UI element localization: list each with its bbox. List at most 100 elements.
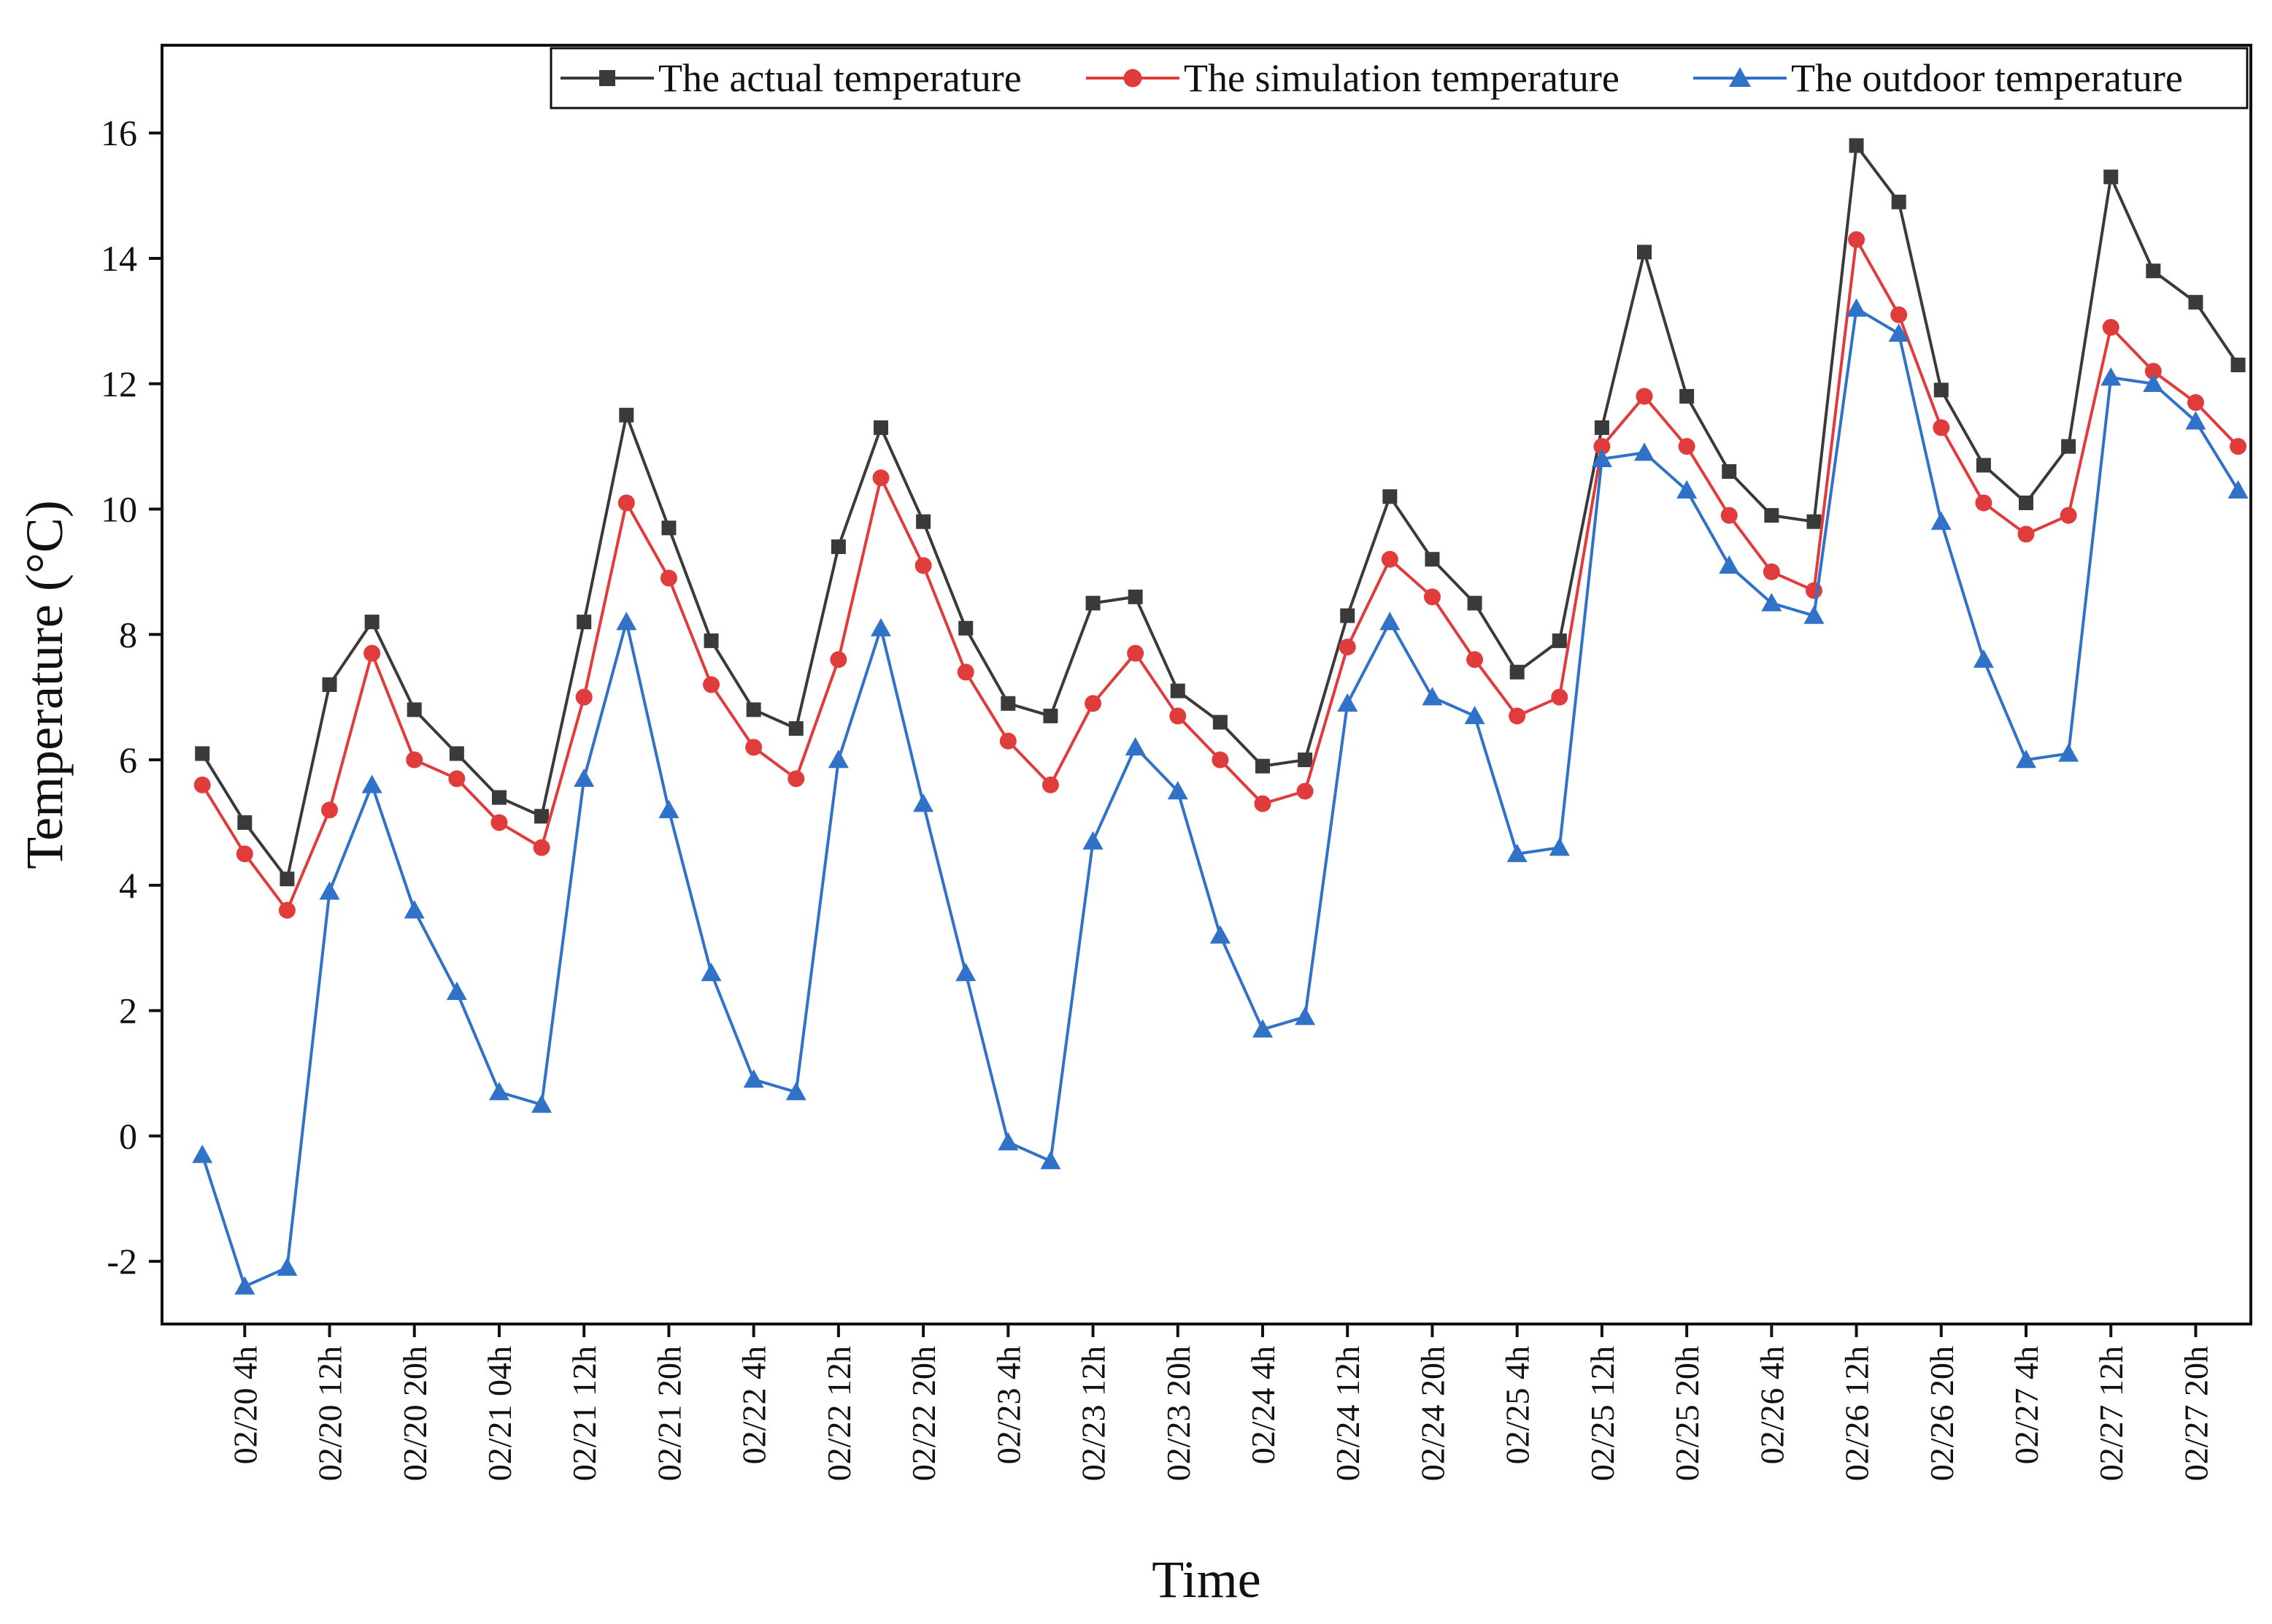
data-point-square xyxy=(1637,245,1652,260)
data-point-circle xyxy=(1339,638,1356,655)
x-tick-label: 02/23 4h xyxy=(990,1346,1027,1464)
data-point-square xyxy=(1425,552,1440,567)
data-point-square xyxy=(1933,382,1949,398)
x-tick-label: 02/27 4h xyxy=(2008,1346,2045,1464)
data-point-circle xyxy=(406,751,423,769)
data-point-circle xyxy=(2187,394,2204,412)
data-point-square xyxy=(746,702,761,717)
data-point-square xyxy=(1340,608,1355,623)
data-point-triangle xyxy=(1040,1150,1061,1169)
data-point-triangle xyxy=(913,793,934,812)
data-point-circle xyxy=(1636,388,1653,405)
data-point-circle xyxy=(2144,363,2162,380)
data-point-square xyxy=(1509,664,1525,680)
data-point-square xyxy=(407,702,422,717)
data-point-square xyxy=(577,615,592,630)
data-point-triangle xyxy=(1422,687,1443,706)
data-point-circle xyxy=(1933,419,1950,436)
data-point-circle xyxy=(1805,582,1822,599)
data-point-circle xyxy=(1123,69,1142,88)
x-tick-label: 02/20 12h xyxy=(312,1346,349,1481)
data-point-circle xyxy=(2017,526,2035,543)
x-tick-label: 02/20 20h xyxy=(396,1346,434,1481)
data-point-square xyxy=(1552,633,1567,648)
y-tick-label: 8 xyxy=(119,614,137,655)
data-point-triangle xyxy=(998,1131,1019,1151)
x-axis-title: Time xyxy=(1152,1550,1260,1609)
data-point-square xyxy=(1467,596,1482,611)
data-point-triangle xyxy=(2227,480,2249,499)
data-point-square xyxy=(2019,495,2034,510)
x-tick-label: 02/21 04h xyxy=(481,1346,518,1481)
x-tick-label: 02/26 12h xyxy=(1838,1346,1876,1481)
data-point-square xyxy=(280,871,295,887)
data-point-triangle xyxy=(1209,925,1231,944)
data-point-triangle xyxy=(1803,605,1825,624)
data-point-circle xyxy=(2102,318,2119,336)
data-point-square xyxy=(958,620,974,636)
data-point-circle xyxy=(193,776,211,793)
data-point-circle xyxy=(745,739,763,756)
series-layer xyxy=(192,138,2249,1295)
data-point-triangle xyxy=(1295,1007,1316,1025)
data-point-triangle xyxy=(701,963,722,982)
data-point-triangle xyxy=(1549,837,1570,856)
x-tick-label: 02/22 20h xyxy=(905,1346,942,1481)
x-tick-label: 02/23 12h xyxy=(1075,1346,1112,1481)
data-point-square xyxy=(1722,464,1737,479)
data-point-square xyxy=(1679,388,1695,404)
data-point-triangle xyxy=(1082,831,1104,850)
data-point-triangle xyxy=(1252,1019,1273,1038)
data-point-triangle xyxy=(1464,705,1485,725)
data-point-square xyxy=(449,746,464,761)
data-point-triangle xyxy=(446,981,467,1001)
data-point-circle xyxy=(1593,438,1611,455)
x-tick-label: 02/25 12h xyxy=(1584,1346,1621,1481)
data-point-triangle xyxy=(743,1069,764,1088)
data-point-square xyxy=(831,539,846,555)
data-point-triangle xyxy=(785,1082,806,1101)
data-point-square xyxy=(1764,508,1779,523)
series-group xyxy=(192,298,2249,1295)
data-point-triangle xyxy=(1167,781,1188,800)
data-point-triangle xyxy=(1125,736,1146,756)
data-point-circle xyxy=(1254,795,1271,812)
series-group xyxy=(193,231,2247,919)
data-point-square xyxy=(2103,169,2119,185)
data-point-circle xyxy=(1848,231,1865,248)
x-tick-label: 02/21 20h xyxy=(650,1346,688,1481)
y-tick-label: 6 xyxy=(119,739,137,780)
data-point-circle xyxy=(703,676,720,693)
data-point-circle xyxy=(575,688,593,706)
data-point-triangle xyxy=(531,1094,552,1113)
data-point-triangle xyxy=(1973,649,1994,668)
data-point-triangle xyxy=(488,1082,509,1101)
data-point-square xyxy=(534,809,550,824)
data-point-circle xyxy=(914,557,932,574)
data-point-square xyxy=(704,633,719,648)
data-point-square xyxy=(1594,420,1609,435)
data-point-triangle xyxy=(1676,480,1698,499)
data-point-circle xyxy=(1720,507,1738,524)
y-tick-label: 10 xyxy=(101,489,137,530)
data-point-triangle xyxy=(361,774,382,793)
data-point-triangle xyxy=(1506,843,1528,863)
data-point-triangle xyxy=(1379,612,1401,631)
x-tick-label: 02/25 4h xyxy=(1499,1346,1536,1464)
data-point-triangle xyxy=(234,1276,255,1295)
data-point-triangle xyxy=(319,881,340,900)
data-point-triangle xyxy=(828,750,849,769)
x-tick-label: 02/26 4h xyxy=(1753,1346,1790,1464)
data-point-triangle xyxy=(2143,373,2164,392)
x-axis-ticks: 02/20 4h 02/20 12h 02/20 20h 02/21 04h 02/21… xyxy=(226,1324,2214,1481)
data-point-circle xyxy=(1169,707,1187,725)
data-point-triangle xyxy=(955,963,977,982)
data-point-square xyxy=(788,721,804,736)
data-point-square xyxy=(2146,263,2161,279)
x-tick-label: 02/22 12h xyxy=(820,1346,858,1481)
data-point-triangle xyxy=(1846,298,1867,317)
data-point-square xyxy=(1976,458,1991,473)
data-point-circle xyxy=(617,494,635,512)
x-tick-label: 02/21 12h xyxy=(566,1346,603,1481)
